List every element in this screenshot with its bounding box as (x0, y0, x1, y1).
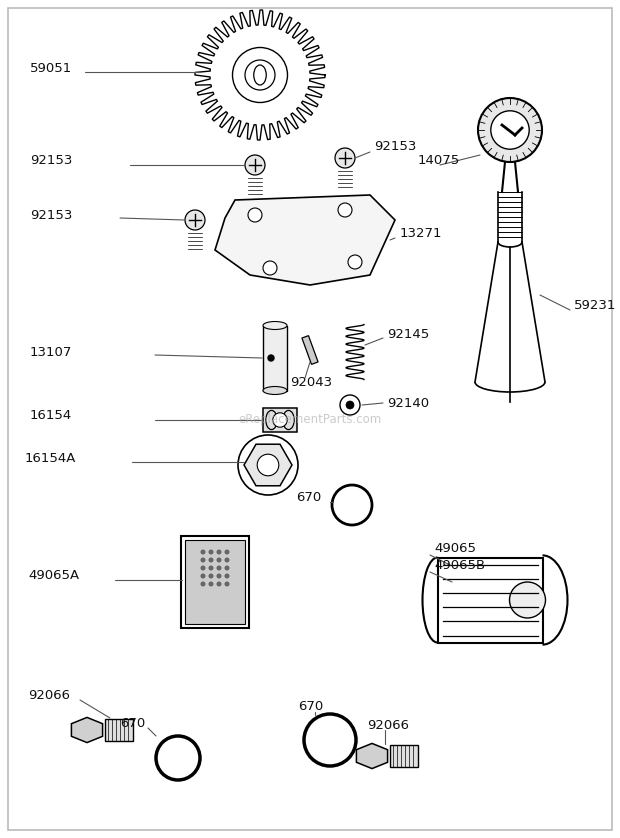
Ellipse shape (263, 322, 287, 329)
Circle shape (224, 566, 229, 571)
Circle shape (338, 203, 352, 217)
Circle shape (208, 566, 213, 571)
Circle shape (216, 550, 221, 555)
Circle shape (208, 550, 213, 555)
Text: 92043: 92043 (290, 375, 332, 389)
Circle shape (248, 208, 262, 222)
Text: 49065B: 49065B (434, 558, 485, 572)
Bar (263, 408, 297, 432)
Ellipse shape (266, 411, 277, 430)
Circle shape (268, 355, 274, 361)
Text: 92145: 92145 (387, 328, 429, 340)
Circle shape (491, 111, 529, 149)
Circle shape (224, 550, 229, 555)
Text: 16154: 16154 (30, 408, 73, 422)
Bar (105, 719, 133, 741)
Text: 92153: 92153 (30, 209, 73, 221)
Text: 92140: 92140 (387, 396, 429, 410)
Circle shape (335, 148, 355, 168)
Text: 49065: 49065 (434, 541, 476, 555)
Circle shape (257, 454, 279, 476)
Text: 670: 670 (120, 716, 145, 730)
Circle shape (216, 557, 221, 562)
Circle shape (200, 550, 205, 555)
Text: 59231: 59231 (574, 298, 616, 312)
Circle shape (232, 48, 288, 102)
Circle shape (224, 573, 229, 578)
Text: 13107: 13107 (30, 345, 73, 359)
Text: 92066: 92066 (367, 718, 409, 732)
Circle shape (208, 573, 213, 578)
Circle shape (200, 582, 205, 587)
Circle shape (348, 255, 362, 269)
Circle shape (216, 566, 221, 571)
Circle shape (263, 261, 277, 275)
Text: 13271: 13271 (400, 226, 443, 240)
Text: 670: 670 (296, 490, 321, 504)
Bar (185, 540, 245, 624)
Ellipse shape (283, 411, 294, 430)
Polygon shape (356, 743, 388, 768)
Text: 59051: 59051 (30, 61, 73, 75)
Circle shape (340, 395, 360, 415)
Circle shape (510, 582, 546, 618)
Bar (390, 745, 418, 767)
Ellipse shape (263, 386, 287, 395)
Text: 92153: 92153 (30, 153, 73, 167)
Circle shape (273, 413, 287, 427)
Circle shape (245, 155, 265, 175)
Circle shape (200, 566, 205, 571)
Polygon shape (71, 717, 102, 742)
Circle shape (346, 401, 354, 409)
Circle shape (478, 98, 542, 162)
Text: 92153: 92153 (374, 141, 417, 153)
Circle shape (185, 210, 205, 230)
Polygon shape (215, 195, 395, 285)
Text: 92066: 92066 (28, 689, 70, 701)
Circle shape (200, 573, 205, 578)
Text: 49065A: 49065A (28, 568, 79, 582)
Text: eReplacementParts.com: eReplacementParts.com (238, 412, 382, 426)
Polygon shape (244, 444, 292, 486)
Bar (263, 325, 287, 391)
Bar (438, 557, 542, 643)
Polygon shape (302, 336, 318, 365)
Text: 16154A: 16154A (25, 452, 76, 464)
Circle shape (216, 573, 221, 578)
Circle shape (224, 557, 229, 562)
Circle shape (208, 582, 213, 587)
Circle shape (224, 582, 229, 587)
Circle shape (208, 557, 213, 562)
Bar (181, 536, 249, 628)
Circle shape (200, 557, 205, 562)
Text: 670: 670 (298, 700, 323, 712)
Circle shape (216, 582, 221, 587)
Text: 14075: 14075 (418, 153, 460, 167)
